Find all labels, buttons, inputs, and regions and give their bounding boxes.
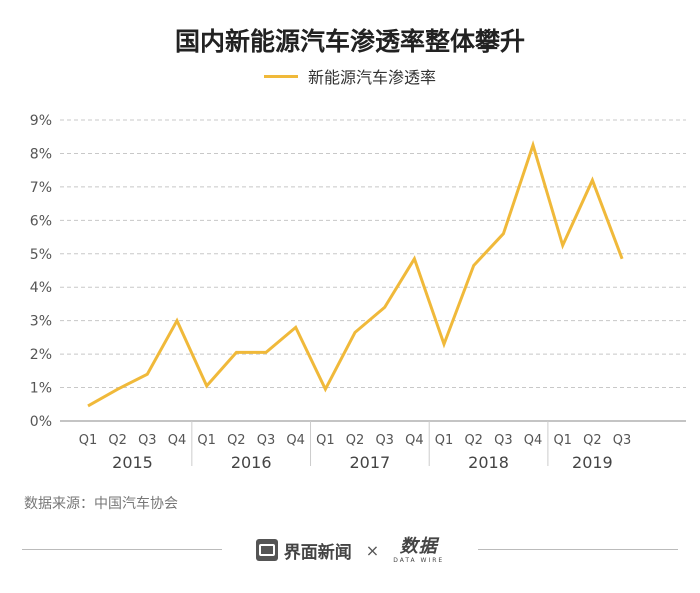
x-axis: Q1 Q2 Q3 Q4 2015 Q1 Q2 Q3 Q4 2016 Q1 Q2 Q3 Q4 2017 Q1 Q2… (60, 420, 686, 472)
series-line-path (87, 140, 624, 408)
brand: 界面新闻 (255, 538, 352, 563)
x-tick-label: Q3 (138, 433, 157, 448)
x-tick-label: Q1 (79, 433, 98, 448)
x-tick-label: Q3 (613, 433, 632, 448)
x-tick-label: Q1 (435, 433, 454, 448)
x-tick-label: Q4 (405, 433, 424, 448)
footer-divider-right (478, 549, 678, 550)
x-tick-label: Q3 (375, 433, 394, 448)
x-tick-label: Q4 (168, 433, 187, 448)
x-tick-label: Q3 (494, 433, 513, 448)
x-group-label: 2017 (350, 453, 391, 472)
brand-logo-icon (255, 539, 278, 561)
x-tick-label: Q4 (286, 433, 305, 448)
x-group-label: 2018 (468, 453, 509, 472)
datawire-logo: 数据 DATA WIRE (393, 535, 445, 564)
x-tick-label: Q2 (227, 433, 246, 448)
x-tick-label: Q2 (464, 433, 483, 448)
y-tick-label: 0% (30, 414, 52, 430)
x-tick-label: Q1 (316, 433, 335, 448)
legend: 新能源汽车渗透率 (0, 64, 700, 88)
legend-label: 新能源汽车渗透率 (307, 68, 436, 87)
x-tick-label: Q1 (553, 433, 572, 448)
data-source: 数据来源：中国汽车协会 (24, 496, 178, 512)
x-tick-label: Q2 (346, 433, 365, 448)
grid-lines (60, 119, 686, 389)
datawire-logo-text: 数据 (399, 535, 438, 557)
x-tick-label: Q1 (197, 433, 216, 448)
y-tick-label: 5% (30, 247, 52, 263)
y-tick-label: 8% (30, 146, 52, 162)
separator: × (365, 540, 380, 560)
x-group-label: 2019 (572, 453, 613, 472)
legend-swatch (263, 74, 298, 78)
footer-divider-left (22, 549, 222, 550)
x-tick-label: Q2 (108, 433, 127, 448)
y-tick-label: 6% (30, 213, 52, 229)
x-group-label: 2016 (231, 453, 272, 472)
y-axis-ticks: 0% 1% 2% 3% 4% 5% 6% 7% 8% 9% (30, 113, 52, 430)
footer: 界面新闻 × 数据 DATA WIRE (0, 533, 700, 567)
y-tick-label: 9% (30, 113, 52, 129)
series-line (87, 140, 624, 408)
x-tick-label: Q2 (583, 433, 602, 448)
datawire-logo-sub: DATA WIRE (393, 556, 445, 564)
y-tick-label: 1% (30, 381, 52, 397)
x-group-label: 2015 (112, 453, 153, 472)
y-tick-label: 7% (30, 180, 52, 196)
brand-name: 界面新闻 (283, 542, 352, 563)
chart-title: 国内新能源汽车渗透率整体攀升 (174, 27, 525, 56)
y-tick-label: 3% (30, 314, 52, 330)
y-tick-label: 4% (30, 280, 52, 296)
x-tick-label: Q4 (524, 433, 543, 448)
x-tick-label: Q3 (257, 433, 276, 448)
y-tick-label: 2% (30, 347, 52, 363)
